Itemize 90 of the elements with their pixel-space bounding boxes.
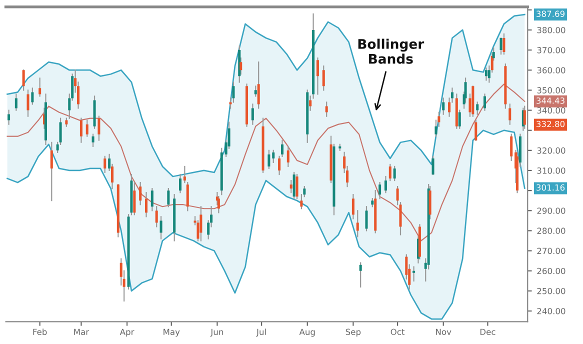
candlestick [257, 62, 260, 109]
candlestick [22, 70, 25, 91]
x-tick-label: Sep [346, 328, 361, 337]
y-tick-label: 370.00 [537, 47, 566, 54]
candlestick [292, 172, 296, 200]
candlestick [167, 188, 170, 208]
y-tick-label: 250.00 [537, 288, 566, 294]
candlestick [384, 176, 387, 194]
candlestick [272, 150, 275, 164]
candlestick [432, 156, 434, 176]
candlestick [86, 120, 88, 137]
candlestick [200, 206, 202, 242]
x-tick-label: May [164, 328, 180, 337]
candlestick [412, 266, 416, 282]
y-tick-label: 360.00 [537, 67, 566, 74]
annotation: 301.16 [536, 184, 565, 191]
line-series [6, 14, 526, 178]
candlestick [393, 166, 396, 182]
annotation: 332.80 [536, 120, 565, 128]
candlestick [144, 192, 148, 218]
x-tick-label: Nov [436, 328, 452, 336]
candlestick [98, 116, 100, 141]
candlestick [523, 106, 526, 129]
x-tick-label: Jul [256, 328, 266, 337]
candlestick [183, 166, 186, 184]
candlestick [300, 194, 303, 210]
candlestick [510, 134, 513, 161]
y-tick-label: 280.00 [537, 228, 566, 234]
x-tick-label: Oct [390, 328, 405, 336]
x-tick-label: Dec [480, 328, 496, 336]
candlestick [178, 174, 182, 194]
candlestick [139, 182, 142, 206]
y-tick-label: 240.00 [537, 308, 566, 314]
line-series [6, 130, 526, 320]
y-tick-label: 260.00 [537, 268, 566, 274]
candlestick [240, 58, 242, 75]
candlestick [458, 110, 461, 129]
candlestick [442, 98, 445, 115]
candlestick [254, 86, 257, 97]
candlestick [50, 142, 53, 202]
candlestick [296, 174, 298, 200]
candlestick [474, 120, 478, 141]
y-tick-label: 340.00 [537, 107, 566, 114]
candlestick [365, 206, 368, 232]
candlestick [325, 102, 328, 117]
annotation: 387.69 [536, 10, 565, 17]
annotation: Bollinger Bands [358, 38, 424, 64]
y-tick-label: 320.00 [537, 147, 566, 154]
candlestick [268, 150, 270, 170]
candlestick [378, 182, 382, 200]
candlestick [286, 146, 290, 168]
x-tick-label: Aug [299, 328, 315, 337]
candlestick [186, 182, 189, 212]
candlestick [322, 66, 325, 91]
candlestick [500, 37, 502, 55]
candlestick [388, 164, 392, 182]
candlestick [290, 180, 292, 194]
candlestick [38, 78, 42, 97]
y-tick-label: 270.00 [537, 248, 566, 254]
candlestick [14, 94, 18, 111]
candlestick [502, 33, 506, 55]
candlestick [356, 210, 359, 238]
x-tick-label: Mar [74, 328, 90, 336]
candlestick [150, 188, 154, 212]
x-tick-label: Apr [120, 328, 134, 337]
y-tick-label: 380.00 [537, 26, 566, 34]
candlestick [104, 156, 106, 174]
candlestick [133, 182, 136, 216]
candlestick [316, 58, 319, 95]
candlestick [359, 262, 362, 288]
x-tick-label: Jun [210, 328, 224, 337]
line-series [6, 84, 526, 242]
candlestick [80, 118, 82, 143]
annotation: 344.43 [536, 97, 564, 104]
candlestick [508, 104, 512, 125]
y-tick-label: 350.00 [537, 87, 566, 94]
candlestick [476, 102, 479, 115]
candlestick [352, 194, 354, 220]
candlestick [8, 110, 10, 125]
candlestick [483, 94, 486, 111]
candlestick [160, 216, 162, 240]
candlestick [251, 104, 254, 125]
candlestick [484, 68, 488, 81]
x-tick-label: Feb [33, 328, 47, 336]
candlestick [26, 90, 30, 117]
candlestick [92, 134, 94, 147]
candlestick [155, 206, 158, 228]
y-tick-label: 310.00 [537, 167, 566, 174]
y-tick-label: 290.00 [537, 208, 566, 214]
candlestick [31, 88, 34, 105]
